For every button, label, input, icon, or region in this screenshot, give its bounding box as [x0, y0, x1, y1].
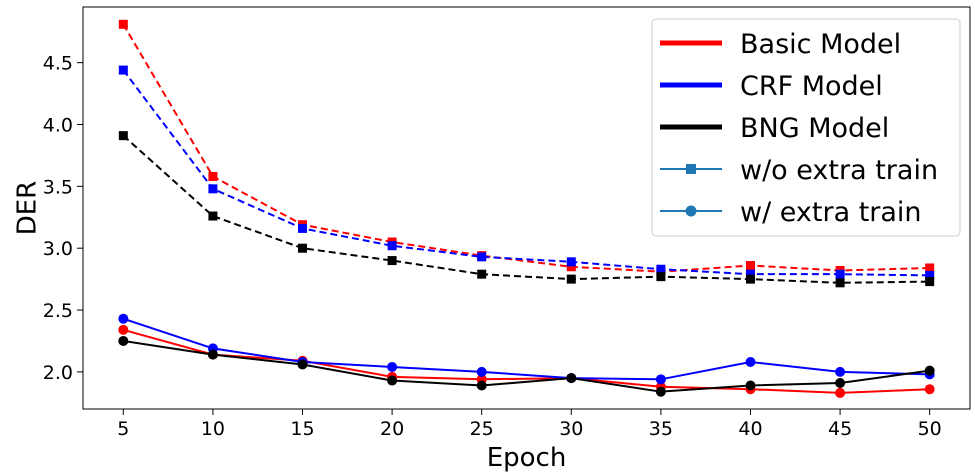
legend-circle-marker [685, 205, 697, 217]
legend-label: BNG Model [740, 113, 889, 144]
data-point-square [925, 263, 935, 273]
data-point-square [566, 274, 576, 284]
data-point-circle [387, 361, 398, 372]
data-point-circle [745, 356, 756, 367]
y-axis-ticks: 2.0 2.5 3.0 3.5 4.0 4.5 [43, 53, 83, 384]
data-point-circle [745, 380, 756, 391]
data-point-circle [297, 359, 308, 370]
data-point-circle [835, 387, 846, 398]
data-point-square [745, 274, 755, 284]
data-point-square [118, 19, 128, 29]
legend-entry: BNG Model [660, 113, 889, 144]
data-point-square [835, 269, 845, 279]
series-line [123, 328, 930, 394]
y-tick-label: 4.5 [43, 53, 73, 75]
legend-box [651, 18, 961, 237]
x-tick-label: 40 [738, 418, 762, 440]
data-point-circle [835, 366, 846, 377]
legend-label: w/o extra train [740, 155, 938, 186]
series-1 [118, 65, 935, 280]
series-5 [118, 335, 935, 397]
legend-label: Basic Model [740, 29, 901, 60]
data-point-circle [476, 366, 487, 377]
y-tick-label: 3.5 [43, 176, 73, 198]
series-line [123, 339, 930, 393]
data-point-circle [118, 313, 129, 324]
legend-label: CRF Model [740, 71, 883, 102]
data-point-square [387, 241, 397, 251]
data-point-circle [118, 335, 129, 346]
x-tick-label: 35 [649, 418, 673, 440]
data-point-square [566, 257, 576, 267]
x-tick-label: 25 [470, 418, 494, 440]
legend-entry: Basic Model [660, 29, 901, 60]
data-point-square [656, 264, 666, 274]
legend: Basic Model CRF Model BNG Model w/o extra t… [651, 18, 961, 237]
data-point-square [925, 270, 935, 280]
data-point-circle [655, 386, 666, 397]
data-point-circle [924, 384, 935, 395]
series-line [123, 317, 930, 381]
data-point-circle [207, 349, 218, 360]
data-point-circle [476, 380, 487, 391]
y-tick-label: 4.0 [43, 115, 73, 137]
data-point-circle [655, 374, 666, 385]
x-tick-label: 5 [117, 418, 129, 440]
data-point-square [387, 256, 397, 266]
x-tick-label: 45 [828, 418, 852, 440]
legend-entry: w/ extra train [660, 197, 922, 228]
x-tick-label: 30 [559, 418, 583, 440]
data-point-square [745, 269, 755, 279]
data-point-square [298, 223, 308, 233]
data-point-square [208, 171, 218, 181]
legend-entry: w/o extra train [660, 155, 938, 186]
data-point-square [566, 262, 576, 272]
legend-entry: CRF Model [660, 71, 883, 102]
data-point-square [208, 211, 218, 221]
data-point-square [745, 261, 755, 271]
data-point-circle [566, 373, 577, 384]
data-point-square [835, 278, 845, 288]
x-axis-title: Epoch [487, 443, 567, 473]
data-point-circle [387, 375, 398, 386]
y-tick-label: 3.0 [43, 238, 73, 260]
data-point-square [477, 252, 487, 262]
plot-area-frame [82, 6, 971, 410]
series-line [122, 23, 930, 273]
series-layer [118, 19, 935, 398]
series-2 [118, 131, 935, 288]
data-point-square [477, 269, 487, 279]
x-axis-ticks: 5 10 15 20 25 30 35 40 45 50 [117, 409, 942, 440]
legend-square-marker [686, 164, 696, 174]
series-line [122, 69, 930, 277]
data-point-square [118, 131, 128, 141]
data-point-square [208, 184, 218, 194]
x-tick-label: 15 [290, 418, 314, 440]
data-point-square [656, 272, 666, 282]
data-point-square [118, 65, 128, 75]
x-tick-label: 20 [380, 418, 404, 440]
data-point-square [925, 277, 935, 287]
y-axis-title: DER [13, 181, 43, 236]
x-tick-label: 10 [201, 418, 225, 440]
data-point-circle [924, 365, 935, 376]
series-line [122, 134, 930, 284]
data-point-square [298, 243, 308, 253]
legend-label: w/ extra train [740, 197, 922, 228]
data-point-circle [118, 324, 129, 335]
data-point-circle [835, 378, 846, 389]
y-tick-label: 2.5 [43, 300, 73, 322]
x-tick-label: 50 [918, 418, 942, 440]
y-tick-label: 2.0 [43, 362, 73, 384]
